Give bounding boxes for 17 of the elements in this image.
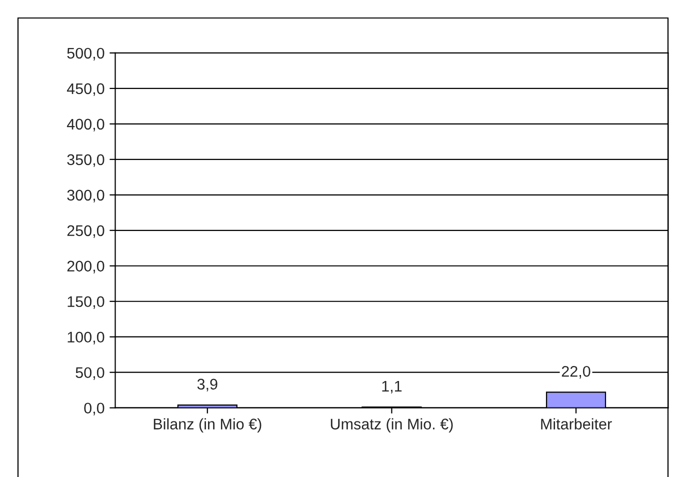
data-label: 22,0 bbox=[562, 366, 590, 379]
y-tick-label: 250,0 bbox=[67, 225, 104, 238]
data-label: 3,9 bbox=[197, 378, 218, 392]
x-tick-label: Umsatz (in Mio. €) bbox=[330, 418, 453, 432]
y-tick-label: 150,0 bbox=[68, 296, 104, 309]
y-tick-label: 400,0 bbox=[66, 118, 104, 132]
y-tick-label: 50,0 bbox=[76, 367, 104, 380]
x-tick-label: Bilanz (in Mio €) bbox=[154, 418, 262, 432]
y-tick-label: 0,0 bbox=[84, 402, 104, 416]
y-tick-label: 500,0 bbox=[67, 48, 104, 60]
y-tick-label: 100,0 bbox=[68, 332, 104, 344]
y-tick-label: 300,0 bbox=[67, 190, 104, 202]
data-label: 1,1 bbox=[382, 380, 402, 394]
y-tick-label: 350,0 bbox=[67, 154, 104, 167]
x-tick-label: Mitarbeiter bbox=[541, 418, 612, 430]
y-tick-label: 200,0 bbox=[67, 260, 104, 274]
y-tick-label: 450,0 bbox=[66, 83, 104, 96]
